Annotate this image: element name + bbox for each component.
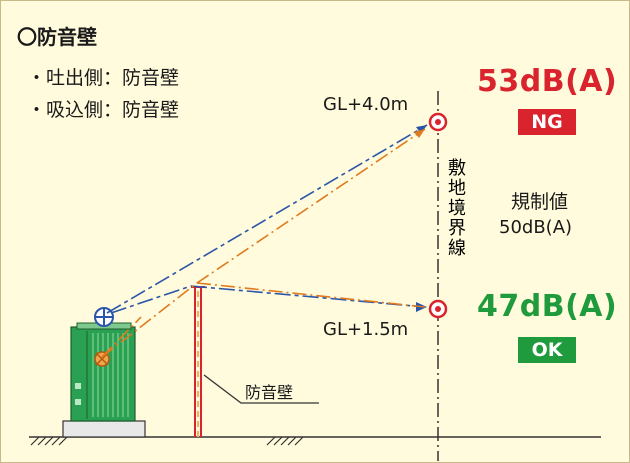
- blue-sound-paths: [106, 124, 428, 314]
- receiver-upper-icon: [428, 112, 448, 132]
- wall-leader-line: [203, 374, 319, 404]
- receiver-upper-height: GL+4.0m: [323, 94, 409, 115]
- discharge-side-bullet: ・吐出側：防音壁: [27, 67, 180, 89]
- boundary-char: 地: [448, 178, 466, 199]
- site-boundary-label: 敷 地 境 界 線: [444, 159, 470, 259]
- boundary-char: 敷: [448, 158, 466, 179]
- regulation-value: 50dB(A): [499, 217, 573, 238]
- orange-sound-paths: [101, 128, 426, 358]
- diagram-title: 〇防音壁: [17, 25, 97, 49]
- sound-barrier-wall: [191, 286, 205, 437]
- outdoor-unit: [62, 322, 146, 438]
- receiver-lower-height: GL+1.5m: [323, 319, 409, 340]
- blue-arrowhead-upper: [416, 125, 427, 134]
- suction-side-bullet: ・吸込側：防音壁: [27, 99, 180, 121]
- regulation-label: 規制値: [511, 191, 569, 213]
- boundary-char: 線: [448, 238, 466, 259]
- compressor-icon: [94, 351, 110, 367]
- receiver-lower-level: 47dB(A): [477, 289, 618, 324]
- boundary-char: 界: [448, 218, 466, 239]
- boundary-char: 境: [448, 198, 466, 219]
- wall-label: 防音壁: [245, 383, 294, 402]
- ng-badge: NG: [518, 109, 576, 135]
- ok-badge: OK: [518, 337, 576, 363]
- ground-hatch-right: [266, 436, 304, 446]
- orange-arrowhead-upper: [414, 129, 425, 138]
- receiver-upper-level: 53dB(A): [477, 64, 618, 99]
- ground-hatch-left: [30, 436, 68, 446]
- receiver-lower-icon: [428, 299, 448, 319]
